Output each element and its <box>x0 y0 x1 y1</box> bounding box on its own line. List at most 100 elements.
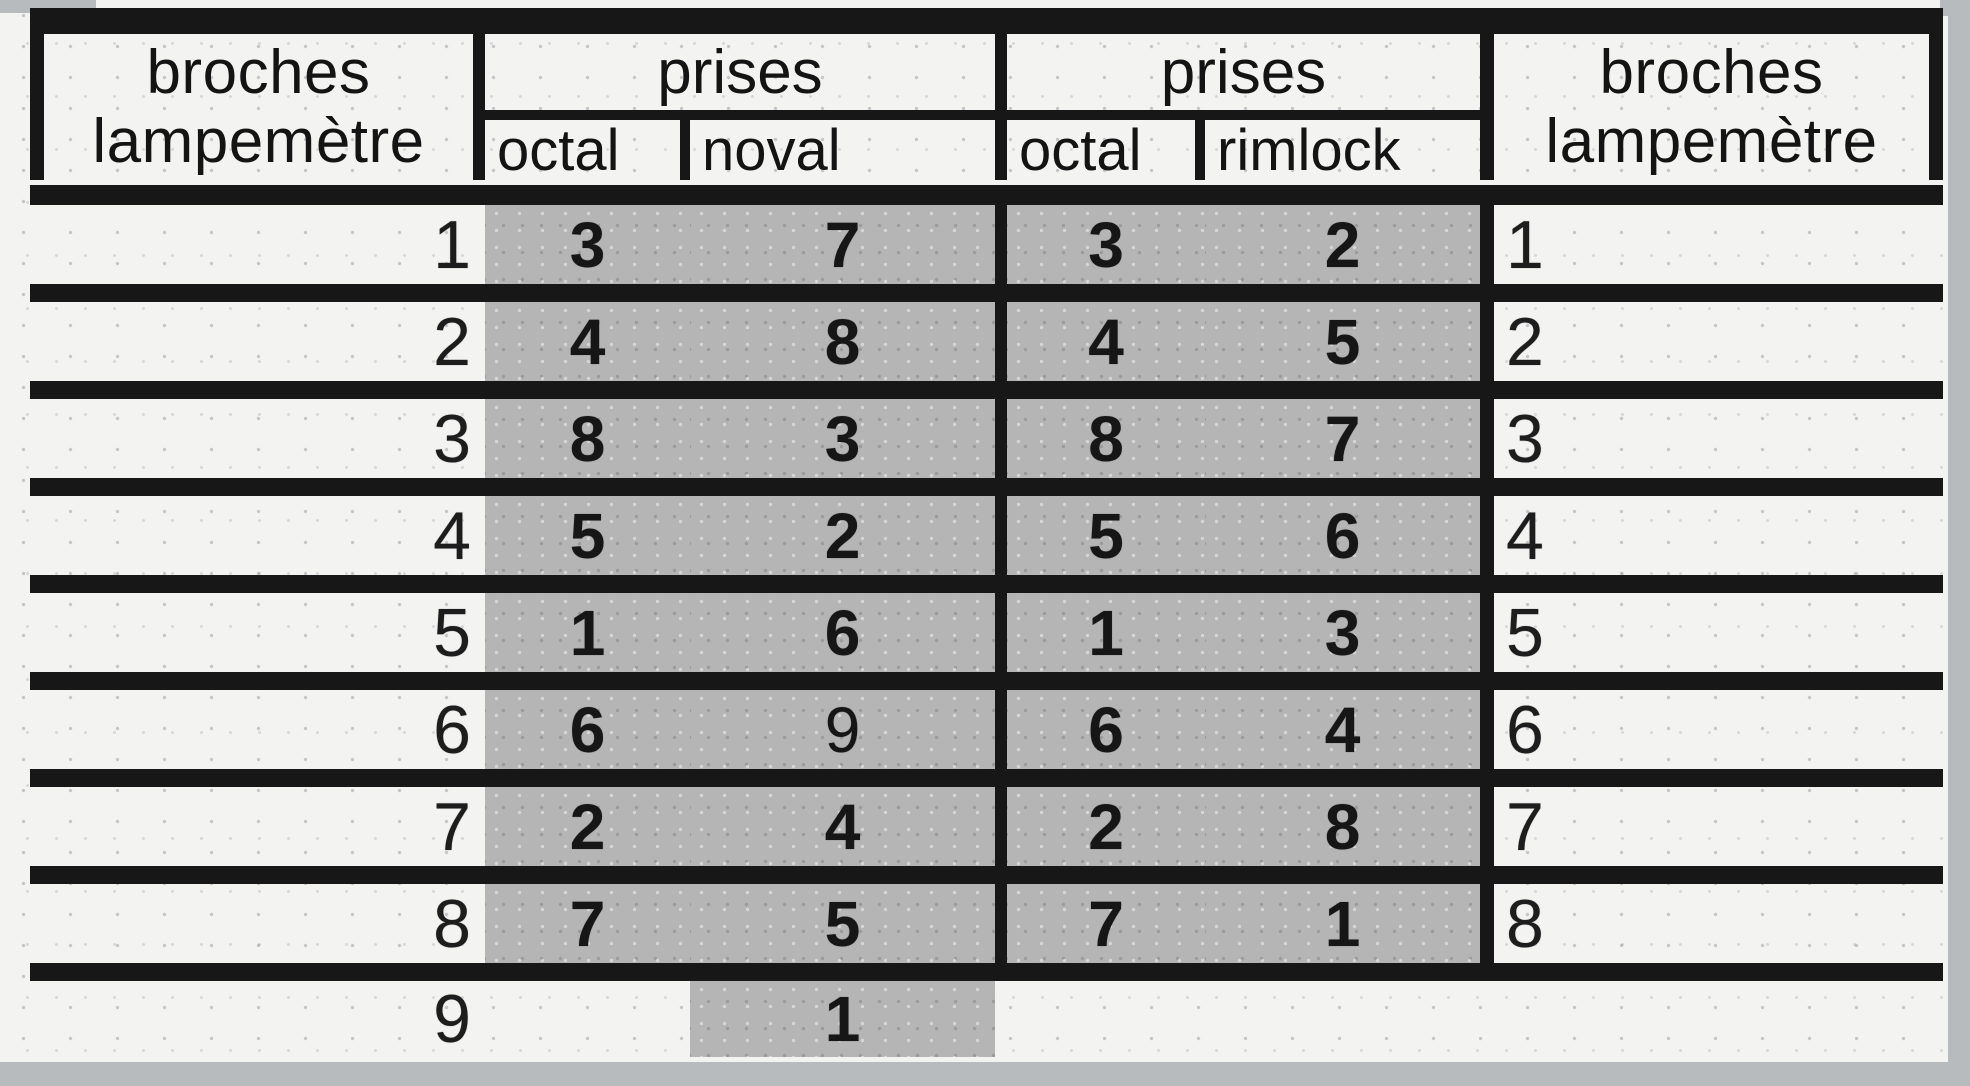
header-label-lampemetre-left: lampemètre <box>92 107 425 177</box>
row-separator <box>30 381 1943 399</box>
octal-right-cell: 3 <box>1007 205 1205 284</box>
row-separator <box>30 672 1943 690</box>
table-row: 4 5 2 5 6 4 <box>30 496 1943 575</box>
header-title-prises-left: prises <box>485 34 995 120</box>
pin-left-cell: 5 <box>433 594 471 671</box>
table-header: broches lampemètre prises octal noval pr… <box>30 8 1943 183</box>
prises-right-group: 8 7 <box>1007 399 1480 478</box>
column-divider-2 <box>1480 496 1494 575</box>
header-subrow-left: octal noval <box>485 117 995 183</box>
column-divider-2 <box>1480 884 1494 963</box>
rimlock-cell: 3 <box>1205 593 1480 672</box>
pin-right-cell: 7 <box>1506 788 1544 865</box>
prises-right-group: 6 4 <box>1007 690 1480 769</box>
noval-cell: 3 <box>690 399 995 478</box>
octal-left-cell: 7 <box>485 884 690 963</box>
noval-cell: 1 <box>690 981 995 1057</box>
header-bottom-bar <box>30 185 1943 205</box>
prises-right-group: 7 1 <box>1007 884 1480 963</box>
rimlock-cell: 6 <box>1205 496 1480 575</box>
header-label-lampemetre-right: lampemètre <box>1545 107 1878 177</box>
octal-right-cell: 7 <box>1007 884 1205 963</box>
header-cell-octal-right: octal <box>1007 118 1205 183</box>
noval-cell: 8 <box>690 302 995 381</box>
prises-right-group: 4 5 <box>1007 302 1480 381</box>
column-divider-2 <box>1480 399 1494 478</box>
pin-right-cell: 5 <box>1506 594 1544 671</box>
octal-right-cell: 8 <box>1007 399 1205 478</box>
pin-right-cell: 1 <box>1506 206 1544 283</box>
pin-left-cell: 8 <box>433 885 471 962</box>
column-divider-1 <box>995 496 1007 575</box>
column-divider-1 <box>995 205 1007 284</box>
header-cell-noval: noval <box>702 117 841 183</box>
octal-left-cell: 8 <box>485 399 690 478</box>
row-separator <box>30 963 1943 981</box>
header-group-prises-left: prises octal noval <box>485 34 1007 183</box>
octal-right-cell: 1 <box>1007 593 1205 672</box>
column-divider-2 <box>1480 981 1494 1057</box>
pin-left-cell: 2 <box>433 303 471 380</box>
pin-right-cell: 4 <box>1506 497 1544 574</box>
prises-left-group: 3 7 <box>485 205 995 284</box>
header-label-broches-left: broches <box>146 37 371 107</box>
prises-right-group <box>1007 981 1480 1057</box>
rimlock-cell <box>1205 981 1480 1057</box>
pin-mapping-table: broches lampemètre prises octal noval pr… <box>30 8 1943 1057</box>
pin-left-cell: 4 <box>433 497 471 574</box>
row-separator <box>30 866 1943 884</box>
octal-right-cell <box>1007 981 1205 1057</box>
row-separator <box>30 284 1943 302</box>
column-divider-1 <box>995 787 1007 866</box>
table-row: 7 2 4 2 8 7 <box>30 787 1943 866</box>
prises-left-group: 8 3 <box>485 399 995 478</box>
octal-left-cell: 4 <box>485 302 690 381</box>
row-separator <box>30 769 1943 787</box>
noval-cell: 7 <box>690 205 995 284</box>
pin-left-cell: 3 <box>433 400 471 477</box>
octal-left-cell: 1 <box>485 593 690 672</box>
header-cell-octal-left: octal <box>485 118 690 183</box>
column-divider-2 <box>1480 205 1494 284</box>
table-row: 5 1 6 1 3 5 <box>30 593 1943 672</box>
table-row: 8 7 5 7 1 8 <box>30 884 1943 963</box>
pin-right-cell: 2 <box>1506 303 1544 380</box>
column-divider-1 <box>995 302 1007 381</box>
table-row: 6 6 9 6 4 6 <box>30 690 1943 769</box>
prises-left-group: 7 5 <box>485 884 995 963</box>
prises-left-group: 4 8 <box>485 302 995 381</box>
prises-left-group: 2 4 <box>485 787 995 866</box>
row-separator <box>30 575 1943 593</box>
prises-right-group: 2 8 <box>1007 787 1480 866</box>
rimlock-cell: 4 <box>1205 690 1480 769</box>
table-row: 2 4 8 4 5 2 <box>30 302 1943 381</box>
noval-cell: 2 <box>690 496 995 575</box>
header-cell-rimlock: rimlock <box>1217 117 1401 183</box>
octal-left-cell: 6 <box>485 690 690 769</box>
noval-cell: 4 <box>690 787 995 866</box>
octal-right-cell: 2 <box>1007 787 1205 866</box>
table-row: 3 8 3 8 7 3 <box>30 399 1943 478</box>
pin-left-cell: 6 <box>433 691 471 768</box>
column-divider-2 <box>1480 787 1494 866</box>
octal-right-cell: 4 <box>1007 302 1205 381</box>
scan-edge-bottom <box>0 1062 1970 1086</box>
rimlock-cell: 2 <box>1205 205 1480 284</box>
pin-right-cell: 6 <box>1506 691 1544 768</box>
column-divider-2 <box>1480 593 1494 672</box>
column-divider-1 <box>995 884 1007 963</box>
rimlock-cell: 5 <box>1205 302 1480 381</box>
column-divider-2 <box>1480 690 1494 769</box>
table-row: 9 1 <box>30 981 1943 1057</box>
prises-left-group: 6 9 <box>485 690 995 769</box>
table-row: 1 3 7 3 2 1 <box>30 205 1943 284</box>
header-subrow-right: octal rimlock <box>1007 117 1480 183</box>
noval-cell: 9 <box>690 690 995 769</box>
pin-right-cell: 3 <box>1506 400 1544 477</box>
octal-right-cell: 5 <box>1007 496 1205 575</box>
pin-left-cell: 1 <box>433 206 471 283</box>
octal-left-cell <box>485 981 690 1057</box>
noval-cell: 6 <box>690 593 995 672</box>
column-divider-1 <box>995 981 1007 1057</box>
